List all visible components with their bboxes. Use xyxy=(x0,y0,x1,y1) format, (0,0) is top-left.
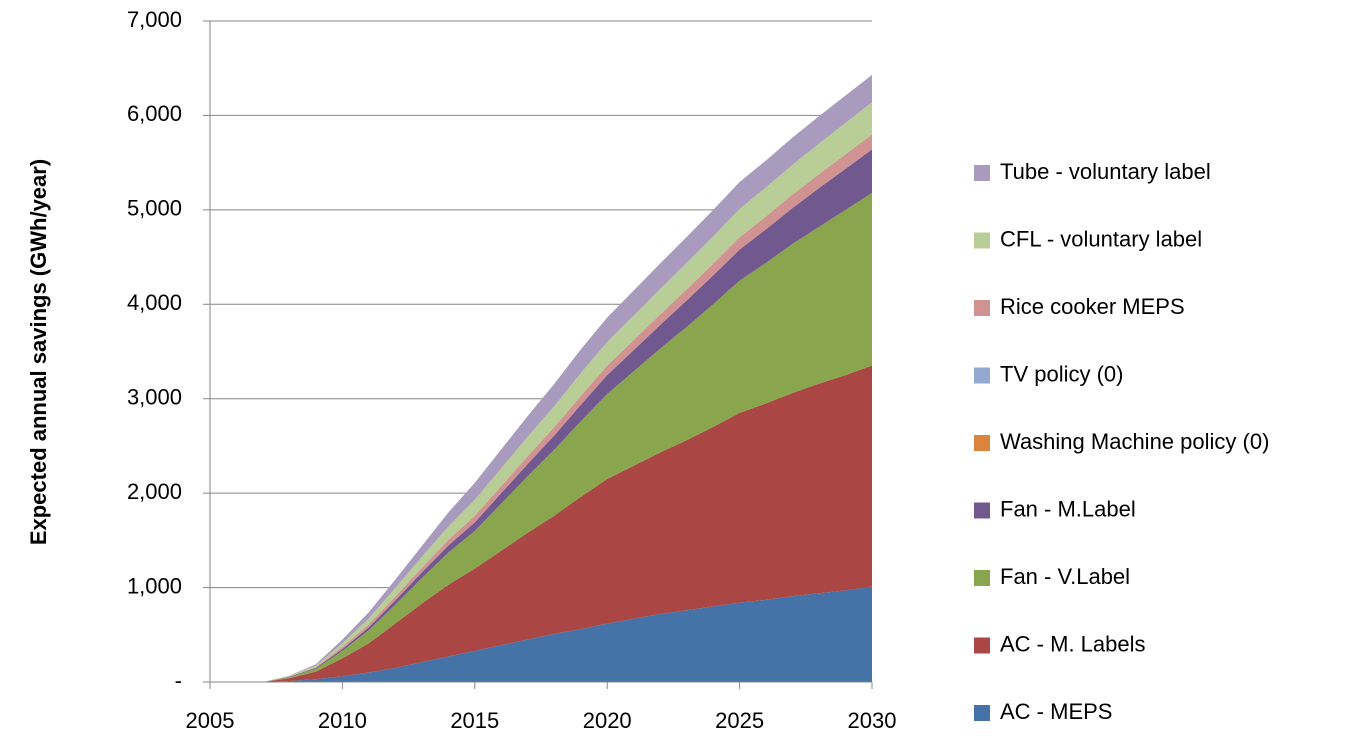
y-tick-label: 5,000 xyxy=(127,196,182,221)
legend-label: AC - MEPS xyxy=(1000,699,1112,724)
x-tick-label: 2005 xyxy=(186,708,235,733)
legend-swatch xyxy=(974,165,990,181)
area xyxy=(210,134,872,683)
legend-label: CFL - voluntary label xyxy=(1000,226,1202,251)
legend-label: AC - M. Labels xyxy=(1000,631,1146,656)
legend-label: Fan - M.Label xyxy=(1000,496,1136,521)
y-tick-label: 1,000 xyxy=(127,573,182,598)
area xyxy=(210,102,872,683)
x-tick-label: 2010 xyxy=(318,708,367,733)
x-tick-label: 2025 xyxy=(715,708,764,733)
y-tick-label: - xyxy=(175,668,182,693)
legend-label: Tube - voluntary label xyxy=(1000,159,1211,184)
x-tick-label: 2020 xyxy=(583,708,632,733)
legend-label: Rice cooker MEPS xyxy=(1000,294,1185,319)
y-tick-label: 2,000 xyxy=(127,479,182,504)
legend-label: Washing Machine policy (0) xyxy=(1000,429,1269,454)
y-tick-label: 7,000 xyxy=(127,7,182,32)
area xyxy=(210,192,872,683)
legend-label: Fan - V.Label xyxy=(1000,564,1130,589)
x-tick-label: 2030 xyxy=(848,708,897,733)
legend-swatch xyxy=(974,502,990,519)
legend-swatch xyxy=(974,300,990,316)
area xyxy=(210,149,872,682)
legend-label: TV policy (0) xyxy=(1000,361,1123,386)
legend-swatch xyxy=(974,367,990,384)
area xyxy=(210,365,872,682)
legend-swatch xyxy=(974,637,990,654)
y-tick-label: 3,000 xyxy=(127,385,182,410)
y-axis-label: Expected annual savings (GWh/year) xyxy=(26,159,51,545)
y-tick-label: 6,000 xyxy=(127,101,182,126)
y-tick-label: 4,000 xyxy=(127,290,182,315)
legend-swatch xyxy=(974,705,990,721)
legend-swatch xyxy=(974,435,990,451)
area xyxy=(210,74,872,683)
legend-swatch xyxy=(974,570,990,586)
x-tick-label: 2015 xyxy=(450,708,499,733)
area xyxy=(210,586,872,682)
legend-swatch xyxy=(974,232,990,249)
